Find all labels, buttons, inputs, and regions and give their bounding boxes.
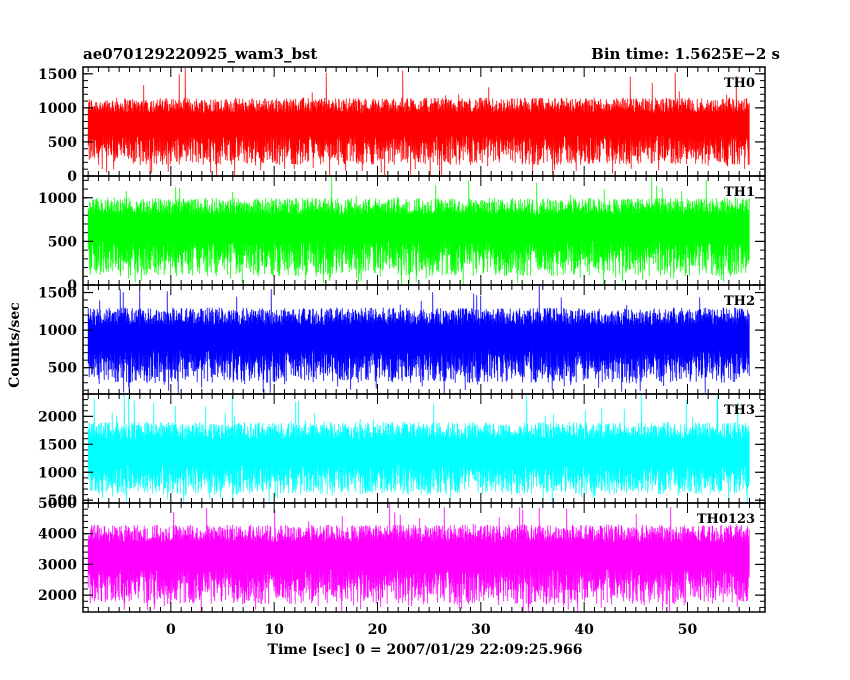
- panel-label-th2: TH2: [724, 294, 755, 309]
- y-tick-label: 1500: [38, 286, 77, 302]
- series-line-th2: [87, 285, 750, 394]
- panel-th0: 0 500 1000 1500 TH0: [38, 66, 766, 185]
- x-tick-label: 40: [574, 622, 594, 638]
- panel-frame: [82, 502, 766, 613]
- x-tick-label: 10: [264, 622, 284, 638]
- chart-title-right: Bin time: 1.5625E−2 s: [591, 45, 780, 63]
- series-line-th0123: [87, 504, 750, 612]
- x-tick-label: 50: [678, 622, 698, 638]
- y-tick-label: 5000: [38, 496, 77, 512]
- y-tick-label: 0: [67, 278, 77, 294]
- series-line-th3: [87, 394, 750, 503]
- y-tick-label: 500: [48, 493, 77, 509]
- y-tick-label: 1000: [38, 465, 77, 481]
- y-tick-label: 1000: [38, 191, 77, 207]
- panel-label-th0123: TH0123: [697, 512, 755, 527]
- series-line-th1: [87, 176, 750, 285]
- chart-title-left: ae070129220925_wam3_bst: [83, 45, 317, 63]
- y-tick-label: 1500: [38, 67, 77, 83]
- panel-th3: 500 1000 1500 2000 TH3: [38, 393, 766, 509]
- y-tick-label: 500: [48, 361, 77, 377]
- y-tick-label: 500: [48, 135, 77, 151]
- y-tick-label: 1000: [38, 101, 77, 117]
- y-tick-label: 3000: [38, 557, 77, 573]
- y-tick-label: 2000: [38, 409, 77, 425]
- y-axis-label: Counts/sec: [7, 302, 23, 388]
- x-tick-label: 20: [368, 622, 388, 638]
- panel-th2: 500 1000 1500 TH2: [38, 284, 766, 395]
- x-tick-label: 30: [471, 622, 491, 638]
- panel-label-th3: TH3: [724, 403, 755, 418]
- panel-th1: 0 500 1000 TH1: [38, 175, 766, 294]
- series-line-th0: [87, 67, 750, 176]
- panels-group: 0 500 1000 1500 TH0 0 500 1000 TH1 500 1000 1500 TH2…: [38, 66, 766, 613]
- x-axis: 0 10 20 30 40 50: [166, 622, 698, 638]
- panel-th0123: 2000 3000 4000 5000 TH0123: [38, 496, 766, 613]
- x-tick-label: 0: [166, 622, 176, 638]
- y-tick-label: 1000: [38, 323, 77, 339]
- panel-label-th1: TH1: [724, 185, 755, 200]
- panel-label-th0: TH0: [724, 76, 755, 91]
- x-axis-label: Time [sec] 0 = 2007/01/29 22:09:25.966: [268, 642, 583, 658]
- y-tick-label: 2000: [38, 588, 77, 604]
- y-tick-label: 1500: [38, 437, 77, 453]
- y-tick-label: 500: [48, 234, 77, 250]
- y-tick-label: 4000: [38, 527, 77, 543]
- y-tick-label: 0: [67, 169, 77, 185]
